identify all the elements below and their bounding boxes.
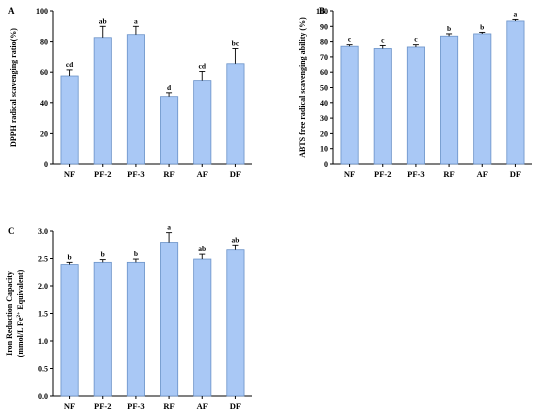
bar: [340, 45, 359, 165]
y-tick-label: 2.0: [38, 282, 48, 291]
significance-label: bc: [232, 38, 240, 47]
y-tick-label: 60: [320, 68, 328, 77]
chart-panel-B: B 0 10 20 30 40 50 60 70 80 90 100 c NF c PF-2 c PF-3 b RF b…: [298, 6, 532, 179]
significance-label: cd: [66, 60, 74, 69]
chart-panel-C: C 0.0 0.5 1.0 1.5 2.0 2.5 3.0 b NF b PF-2 b PF-3 a RF ab…: [5, 223, 252, 411]
significance-label: a: [167, 223, 171, 232]
y-tick-label: 1.5: [38, 310, 48, 319]
x-tick-label: PF-3: [127, 169, 144, 179]
y-tick-label: 10: [320, 145, 328, 154]
x-tick-label: PF-2: [94, 401, 111, 411]
x-tick-label: RF: [443, 169, 454, 179]
significance-label: a: [134, 16, 138, 25]
significance-label: a: [514, 9, 518, 18]
bar: [60, 264, 79, 397]
y-tick-label: 20: [320, 129, 328, 138]
bar: [406, 46, 425, 165]
bar: [440, 35, 459, 165]
significance-label: b: [67, 252, 71, 261]
significance-label: ab: [198, 244, 206, 253]
y-tick-label: 80: [40, 38, 48, 47]
y-axis-label: Iron Reduction Capacity: [5, 271, 14, 356]
significance-label: d: [167, 83, 172, 92]
significance-label: b: [480, 22, 484, 31]
x-tick-label: DF: [230, 401, 241, 411]
y-tick-label: 3.0: [38, 227, 48, 236]
bar: [60, 75, 79, 165]
y-axis-label-unit-part: Equivalent): [16, 269, 25, 311]
bar: [93, 261, 112, 397]
significance-label: ab: [99, 16, 107, 25]
x-tick-label: NF: [344, 169, 355, 179]
significance-label: cd: [199, 61, 207, 70]
y-axis-label: ABTS free radical scavenging ability (%): [298, 17, 307, 158]
bar: [373, 48, 392, 165]
x-tick-label: RF: [163, 169, 174, 179]
y-tick-label: 100: [316, 7, 328, 16]
y-axis-label: DPPH radical scavenging ratio(%): [9, 28, 18, 147]
significance-label: c: [414, 35, 418, 44]
bar: [473, 33, 492, 165]
x-tick-label: AF: [197, 401, 208, 411]
significance-label: b: [447, 24, 451, 33]
y-tick-label: 20: [40, 129, 48, 138]
x-tick-label: PF-2: [94, 169, 111, 179]
x-tick-label: AF: [197, 169, 208, 179]
y-tick-label: 40: [320, 99, 328, 108]
y-tick-label: 0.0: [38, 392, 48, 401]
x-tick-label: NF: [64, 401, 75, 411]
x-tick-label: NF: [64, 169, 75, 179]
y-tick-label: 2.5: [38, 255, 48, 264]
x-tick-label: DF: [510, 169, 521, 179]
bar: [126, 261, 145, 397]
y-tick-label: 30: [320, 114, 328, 123]
y-tick-label: 40: [40, 99, 48, 108]
y-tick-label: 100: [36, 7, 48, 16]
bar: [126, 34, 145, 165]
y-tick-label: 0: [44, 160, 48, 169]
bar: [226, 249, 245, 397]
y-tick-label: 0.5: [38, 365, 48, 374]
y-axis-label-unit: (mmol/L Fe2+ Equivalent): [16, 269, 25, 357]
x-tick-label: DF: [230, 169, 241, 179]
y-tick-label: 80: [320, 38, 328, 47]
chart-panel-A: A 0 20 40 60 80 100 cd NF ab PF-2 a PF-3 d RF cd AF bc DF D…: [8, 6, 252, 179]
y-tick-label: 50: [320, 84, 328, 93]
x-tick-label: PF-2: [374, 169, 391, 179]
significance-label: b: [134, 249, 138, 258]
x-tick-label: PF-3: [407, 169, 424, 179]
y-axis-label-unit-part: (mmol/L Fe: [16, 317, 25, 357]
bar: [193, 258, 212, 397]
significance-label: b: [101, 250, 105, 259]
bar: [226, 63, 245, 165]
y-tick-label: 0: [324, 160, 328, 169]
panel-letter: C: [8, 226, 15, 236]
x-tick-label: RF: [163, 401, 174, 411]
bar: [193, 80, 212, 165]
y-tick-label: 70: [320, 53, 328, 62]
y-tick-label: 60: [40, 68, 48, 77]
panel-letter: B: [319, 6, 325, 16]
significance-label: c: [348, 35, 352, 44]
bar: [506, 20, 525, 165]
x-tick-label: AF: [477, 169, 488, 179]
significance-label: ab: [231, 235, 239, 244]
y-axis-label-superscript: 2+: [16, 312, 22, 318]
significance-label: c: [381, 35, 385, 44]
y-tick-label: 1.0: [38, 337, 48, 346]
y-tick-label: 90: [320, 22, 328, 31]
bar: [160, 96, 179, 165]
bar: [160, 242, 179, 397]
x-tick-label: PF-3: [127, 401, 144, 411]
panel-letter: A: [8, 6, 15, 16]
bar: [93, 37, 112, 165]
